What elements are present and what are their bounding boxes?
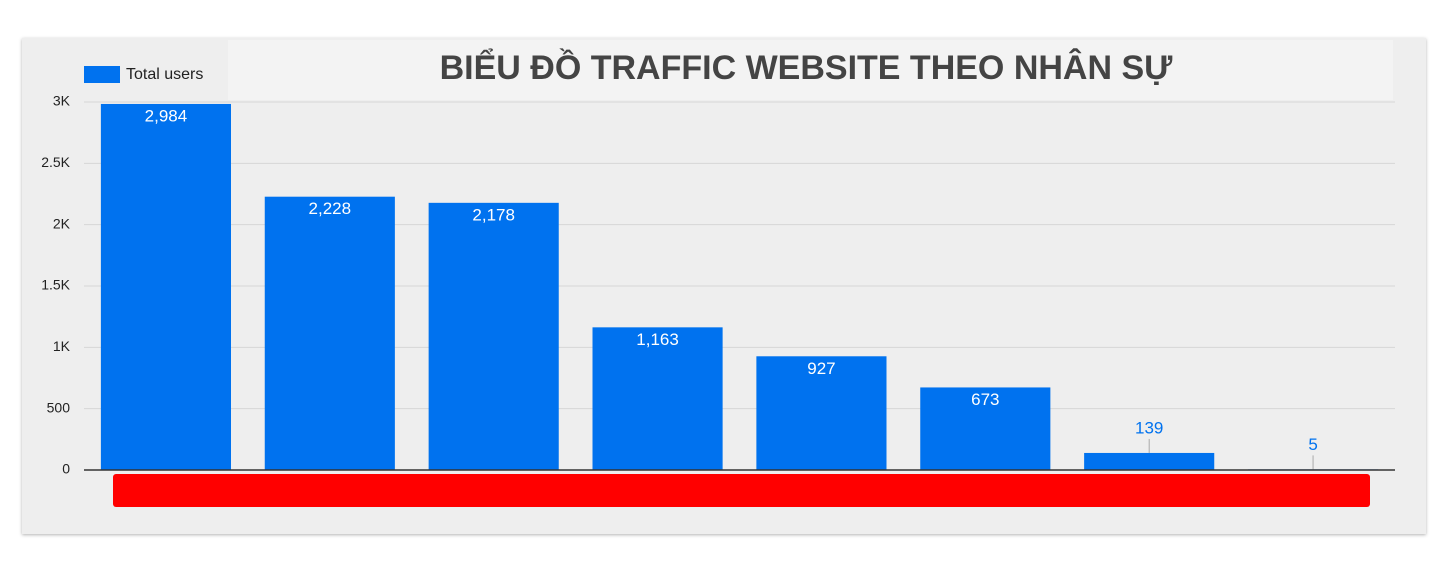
plot-area: 0 500 1K 1.5K 2K 2.5K 3K Total users 2,984 2,228 2…	[41, 66, 1395, 477]
y-tick-label: 1.5K	[41, 277, 70, 293]
data-label: 673	[971, 390, 999, 409]
bar	[264, 196, 395, 470]
title-box	[228, 40, 1393, 100]
data-label: 139	[1135, 418, 1163, 437]
data-label: 2,178	[472, 205, 515, 224]
data-label: 927	[807, 359, 835, 378]
y-tick-label: 500	[47, 399, 71, 415]
bar	[100, 103, 231, 470]
y-tick-label: 1K	[53, 338, 71, 354]
legend-label: Total users	[126, 66, 203, 83]
y-tick-label: 2.5K	[41, 154, 70, 170]
chart-title: BIỂU ĐỒ TRAFFIC WEBSITE THEO NHÂN SỰ	[440, 49, 1174, 87]
data-label: 1,163	[636, 330, 679, 349]
bar	[920, 387, 1051, 470]
y-tick-label: 3K	[53, 93, 71, 109]
bar	[756, 356, 887, 470]
redaction	[113, 474, 1370, 507]
data-label: 2,984	[145, 106, 188, 125]
y-tick-label: 0	[62, 461, 70, 477]
bar	[592, 327, 723, 470]
data-label: 2,228	[309, 199, 352, 218]
y-tick-label: 2K	[53, 215, 71, 231]
data-label: 5	[1308, 435, 1317, 454]
legend-swatch	[84, 66, 120, 83]
bar	[1084, 452, 1215, 470]
bar	[428, 202, 559, 470]
